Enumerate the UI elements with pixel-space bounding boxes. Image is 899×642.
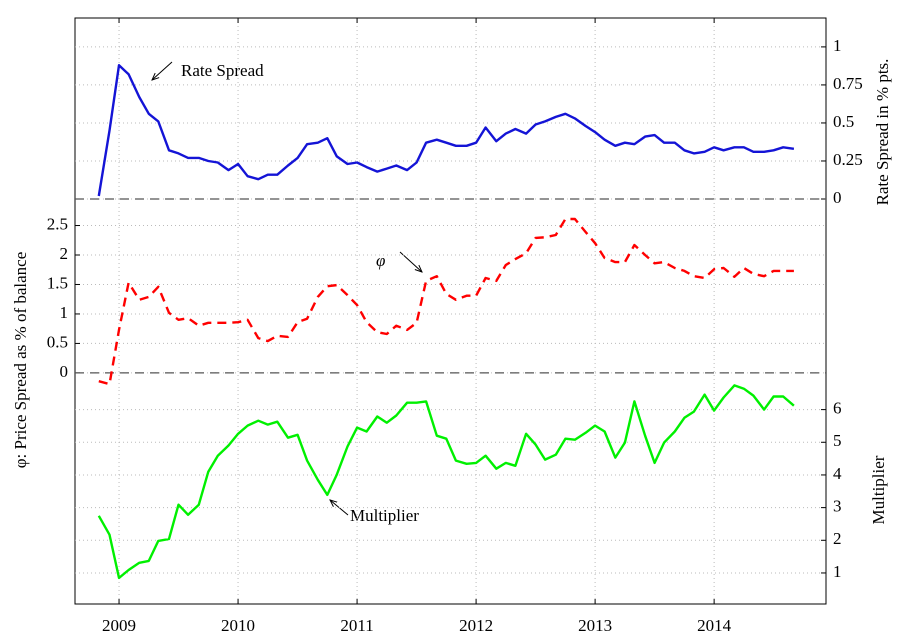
x-tick-label: 2012	[459, 616, 493, 635]
y2-axis-label: Rate Spread in % pts.	[873, 59, 892, 206]
x-tick-label: 2010	[221, 616, 255, 635]
annotation: φ	[376, 251, 385, 270]
y-tick-label: 5	[833, 431, 842, 450]
y-tick-label: 2	[833, 529, 842, 548]
y-tick-label: 3	[833, 497, 842, 516]
series-line	[97, 64, 795, 197]
series-line	[97, 384, 795, 580]
plot-frame	[74, 17, 827, 605]
y-tick-label: 2.5	[47, 214, 68, 233]
x-tick-label: 2013	[578, 616, 612, 635]
y-tick-label: 4	[833, 464, 842, 483]
x-tick-label: 2011	[340, 616, 373, 635]
y-tick-label: 2	[60, 244, 69, 263]
annotation: Rate Spread	[181, 61, 264, 80]
y-tick-label: 1	[833, 36, 842, 55]
y3-axis-label: Multiplier	[869, 455, 888, 524]
y-tick-label: 0	[60, 362, 69, 381]
annotation-arrow	[152, 61, 173, 80]
series-line	[98, 217, 794, 386]
y-tick-label: 0.5	[47, 332, 68, 351]
y-tick-label: 1	[60, 303, 69, 322]
y-tick-label: 0.75	[833, 74, 863, 93]
y-tick-label: 0.5	[833, 112, 854, 131]
y-tick-label: 1	[833, 562, 842, 581]
y-tick-label: 0.25	[833, 150, 863, 169]
x-tick-label: 2009	[102, 616, 136, 635]
y-axis-label: φ: Price Spread as % of balance	[11, 252, 30, 469]
y-tick-label: 1.5	[47, 273, 68, 292]
y-tick-label: 0	[833, 188, 842, 207]
annotation: Multiplier	[350, 506, 419, 525]
x-tick-label: 2014	[697, 616, 732, 635]
y-tick-label: 6	[833, 399, 842, 418]
